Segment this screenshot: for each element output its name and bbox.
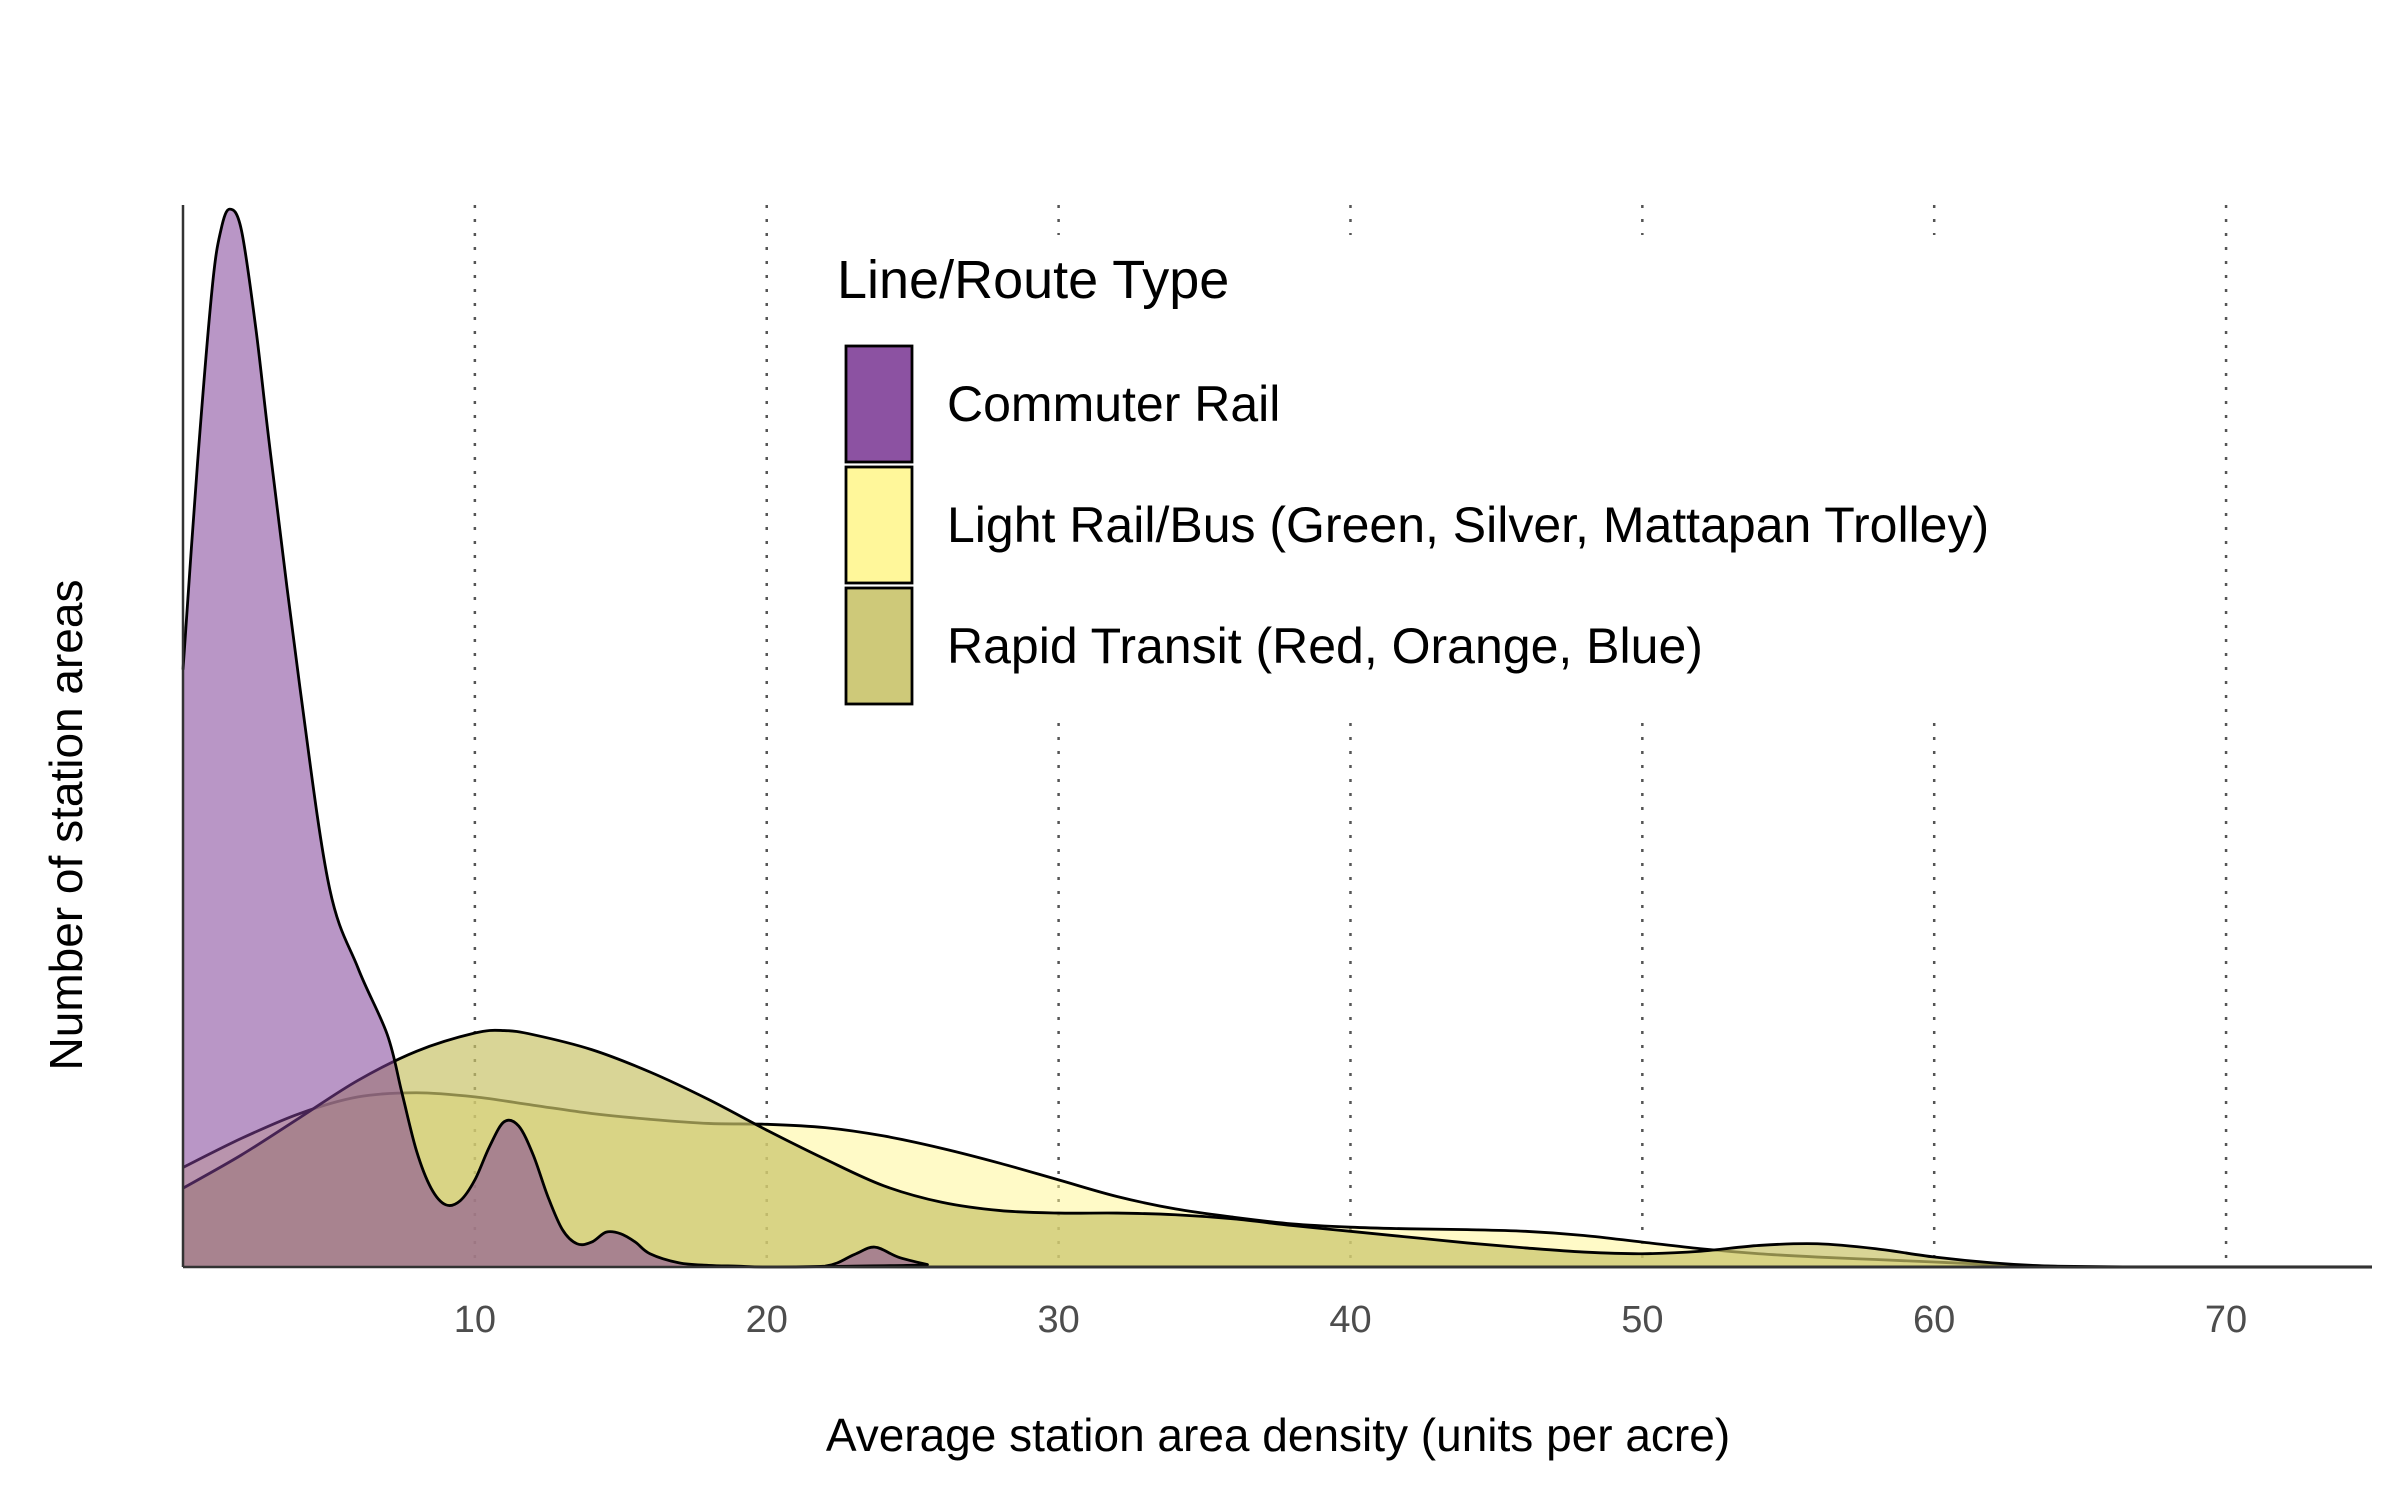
legend-key-swatch-2 (844, 586, 914, 706)
legend-key-swatch-1 (844, 465, 914, 585)
y-axis-title: Number of station areas (40, 580, 92, 1071)
x-tick-label-60: 60 (1913, 1299, 1955, 1341)
legend-label-0: Commuter Rail (947, 376, 1280, 432)
density-area-1 (183, 1030, 2372, 1267)
density-outline-1 (182, 1028, 2372, 1269)
x-tick-label-20: 20 (746, 1299, 788, 1341)
legend-label-1: Light Rail/Bus (Green, Silver, Mattapan … (947, 497, 1989, 553)
x-tick-label-40: 40 (1329, 1299, 1371, 1341)
x-tick-label-10: 10 (454, 1299, 496, 1341)
legend-background (820, 235, 2190, 715)
legend-key-swatch-0 (844, 344, 914, 464)
legend-label-2: Rapid Transit (Red, Orange, Blue) (947, 618, 1703, 674)
x-tick-label-50: 50 (1621, 1299, 1663, 1341)
x-axis-title: Average station area density (units per … (826, 1409, 1730, 1461)
density-area-2 (183, 209, 2372, 1267)
x-tick-label-70: 70 (2205, 1299, 2247, 1341)
legend-title: Line/Route Type (837, 250, 1229, 310)
x-tick-label-30: 30 (1037, 1299, 1079, 1341)
legend-items: Commuter Rail Light Rail/Bus (Green, Silv… (844, 344, 1989, 706)
x-tick-labels: 10 20 30 40 50 60 70 (454, 1299, 2247, 1341)
legend: Line/Route Type Commuter Rail Light Rail/… (820, 235, 2190, 715)
density-areas (181, 207, 2372, 1269)
density-outline-2 (181, 207, 2372, 1269)
